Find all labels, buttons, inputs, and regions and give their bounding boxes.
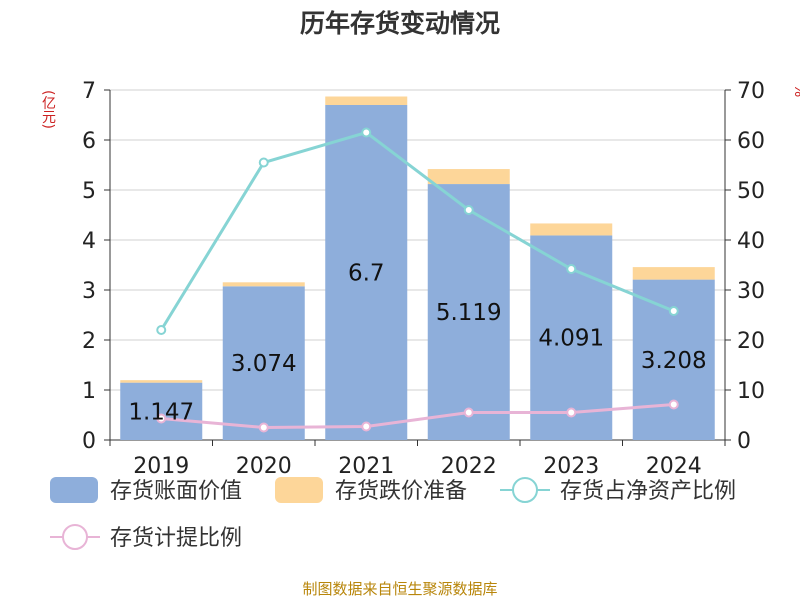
bar-book-value: [120, 382, 203, 440]
point-net-asset-ratio: [668, 306, 679, 316]
x-tick-label: 2022: [441, 454, 497, 479]
right-tick-label: 30: [737, 279, 765, 304]
left-tick-label: 5: [82, 179, 96, 204]
legend-label: 存货占净资产比例: [560, 479, 736, 504]
right-tick-label: 60: [737, 129, 765, 154]
bar-impairment-reserve: [530, 223, 613, 236]
right-tick-label: 50: [737, 179, 765, 204]
left-tick-label: 4: [82, 229, 96, 254]
legend-marker: [62, 524, 88, 550]
left-tick-label: 0: [82, 429, 96, 454]
point-net-asset-ratio: [156, 325, 167, 335]
bar-data-label: 3.208: [641, 348, 707, 374]
bar-data-label: 1.147: [128, 399, 194, 425]
point-net-asset-ratio: [566, 264, 577, 274]
right-tick-label: 40: [737, 229, 765, 254]
point-provision-ratio: [258, 422, 269, 433]
legend-swatch: [275, 477, 323, 503]
x-tick-label: 2024: [646, 454, 702, 479]
point-provision-ratio: [566, 407, 577, 418]
left-tick-label: 1: [82, 379, 96, 404]
bar-impairment-reserve: [427, 169, 510, 185]
left-axis-unit: (亿元): [40, 90, 56, 129]
point-provision-ratio: [463, 407, 474, 418]
line-provision-ratio: [161, 403, 674, 430]
x-tick-label: 2023: [543, 454, 599, 479]
right-tick-label: 20: [737, 329, 765, 354]
right-axis-unit: %: [791, 84, 800, 98]
left-tick-label: 7: [82, 79, 96, 104]
bar-impairment-reserve: [632, 267, 715, 280]
x-tick-label: 2021: [338, 454, 394, 479]
x-tick-label: 2019: [133, 454, 189, 479]
left-tick-label: 3: [82, 279, 96, 304]
bar-book-value: [222, 286, 305, 440]
legend-label: 存货账面价值: [110, 479, 242, 504]
bar-data-label: 3.074: [231, 351, 297, 377]
point-provision-ratio: [668, 399, 679, 410]
left-tick-label: 2: [82, 329, 96, 354]
point-net-asset-ratio: [361, 127, 372, 138]
point-net-asset-ratio: [463, 205, 474, 215]
point-net-asset-ratio: [258, 157, 269, 168]
bar-data-label: 4.091: [538, 326, 604, 352]
point-provision-ratio: [361, 421, 372, 432]
bar-data-label: 5.119: [436, 300, 502, 326]
legend-label: 存货计提比例: [110, 526, 242, 551]
bar-data-label: 6.7: [348, 261, 385, 287]
bar-book-value: [325, 105, 408, 440]
legend-marker: [512, 477, 538, 503]
bar-impairment-reserve: [120, 380, 203, 383]
point-provision-ratio: [156, 413, 167, 424]
line-net-asset-ratio: [159, 130, 675, 331]
left-tick-label: 6: [82, 129, 96, 154]
right-tick-label: 0: [737, 429, 751, 454]
bar-impairment-reserve: [222, 282, 305, 287]
legend-label: 存货跌价准备: [335, 479, 467, 504]
x-tick-label: 2020: [236, 454, 292, 479]
chart-title: 历年存货变动情况: [299, 9, 500, 38]
legend-swatch: [50, 477, 98, 503]
bar-impairment-reserve: [325, 96, 408, 105]
right-tick-label: 70: [737, 79, 765, 104]
source-note: 制图数据来自恒生聚源数据库: [302, 580, 498, 598]
right-tick-label: 10: [737, 379, 765, 404]
